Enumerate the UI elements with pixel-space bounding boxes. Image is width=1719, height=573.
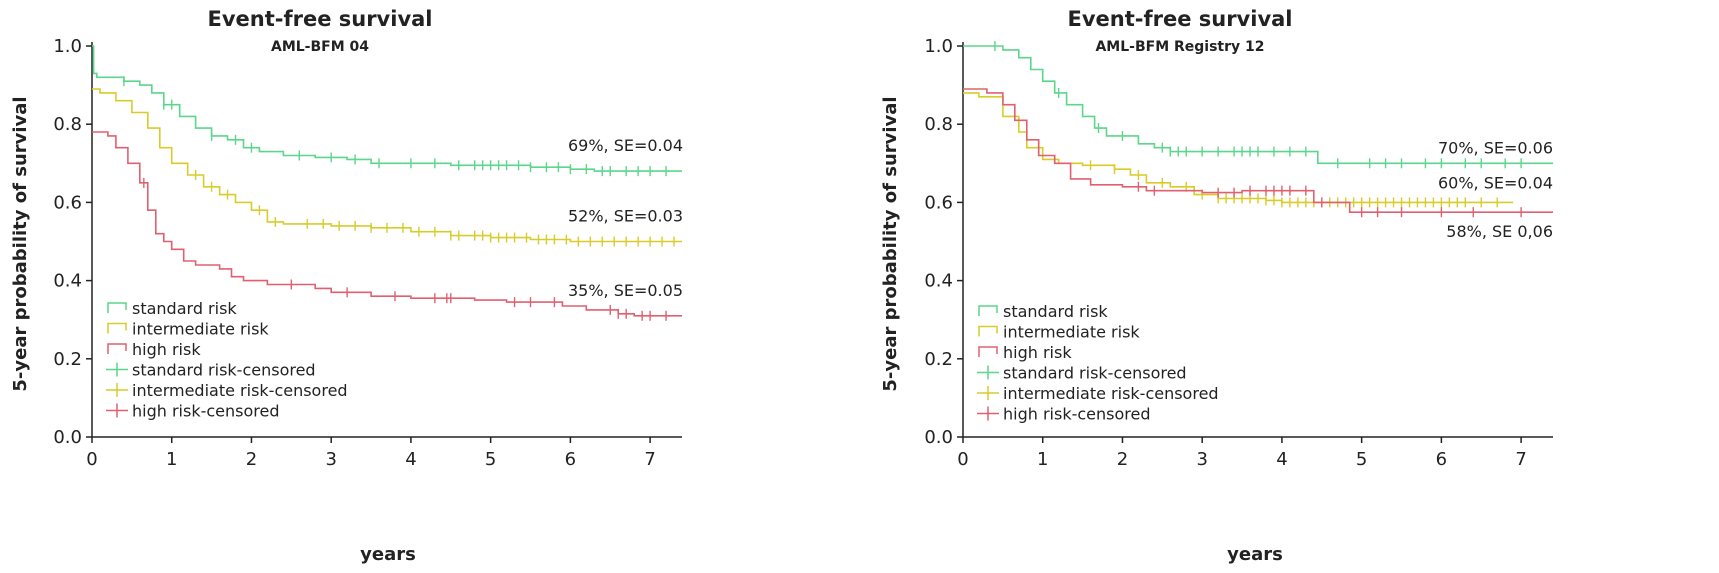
y-tick-label: 0.4 bbox=[924, 271, 953, 292]
survival-curve-high-risk bbox=[92, 131, 682, 317]
legend-label: intermediate risk bbox=[1003, 323, 1140, 342]
x-tick-label: 4 bbox=[405, 449, 416, 470]
y-tick-label: 0.2 bbox=[53, 349, 82, 370]
x-tick-label: 2 bbox=[1117, 449, 1128, 470]
y-tick-label: 1.0 bbox=[924, 36, 953, 57]
legend-label: standard risk bbox=[1003, 302, 1108, 321]
legend-label: intermediate risk-censored bbox=[132, 381, 348, 400]
legend-label: intermediate risk-censored bbox=[1003, 384, 1219, 403]
y-tick-label: 0.6 bbox=[53, 192, 82, 213]
x-tick-label: 0 bbox=[957, 449, 968, 470]
x-tick-label: 2 bbox=[246, 449, 257, 470]
legend-label: high risk bbox=[132, 340, 201, 359]
curve-annotation: 52%, SE=0.03 bbox=[568, 207, 683, 226]
curve-annotation: 35%, SE=0.05 bbox=[568, 281, 683, 300]
y-tick-label: 0.8 bbox=[53, 114, 82, 135]
legend-swatch bbox=[107, 322, 127, 334]
chart-title: Event-free survival bbox=[1067, 7, 1292, 31]
legend-label: standard risk bbox=[132, 299, 237, 318]
y-tick-label: 0.6 bbox=[924, 192, 953, 213]
legend-label: high risk-censored bbox=[1003, 405, 1151, 424]
x-tick-label: 6 bbox=[565, 449, 576, 470]
legend-swatch bbox=[978, 305, 998, 316]
x-tick-label: 5 bbox=[485, 449, 496, 470]
chart-subtitle: AML-BFM 04 bbox=[271, 39, 369, 55]
x-tick-label: 4 bbox=[1276, 449, 1287, 470]
legend-label: high risk-censored bbox=[132, 402, 280, 421]
survival-curve-intermediate-risk bbox=[963, 92, 1514, 204]
y-axis-label: 5-year probability of survival bbox=[10, 96, 31, 391]
legend-label: high risk bbox=[1003, 343, 1072, 362]
legend-label: standard risk-censored bbox=[132, 361, 316, 380]
legend-label: intermediate risk bbox=[132, 320, 269, 339]
chart-title: Event-free survival bbox=[207, 7, 432, 31]
legend-swatch bbox=[978, 325, 998, 337]
chart-panel-aml-bfm-04: Event-free survival AML-BFM 04 5-year pr… bbox=[10, 7, 683, 565]
survival-curve-high-risk bbox=[963, 88, 1553, 213]
x-tick-label: 7 bbox=[1515, 449, 1526, 470]
chart-subtitle: AML-BFM Registry 12 bbox=[1095, 39, 1264, 55]
legend-swatch bbox=[107, 343, 127, 354]
x-tick-label: 1 bbox=[166, 449, 177, 470]
legend-label: standard risk-censored bbox=[1003, 364, 1187, 383]
x-tick-label: 5 bbox=[1356, 449, 1367, 470]
legend-swatch bbox=[107, 302, 127, 313]
x-axis-label: years bbox=[360, 544, 416, 565]
curve-annotation: 69%, SE=0.04 bbox=[568, 136, 683, 155]
chart-panel-aml-bfm-registry-12: Event-free survival AML-BFM Registry 12 … bbox=[880, 7, 1553, 565]
x-tick-label: 0 bbox=[86, 449, 97, 470]
curve-annotation: 58%, SE 0,06 bbox=[1446, 222, 1553, 241]
x-tick-label: 3 bbox=[325, 449, 336, 470]
x-tick-label: 7 bbox=[644, 449, 655, 470]
y-tick-label: 0.4 bbox=[53, 271, 82, 292]
x-axis-label: years bbox=[1227, 544, 1283, 565]
x-tick-label: 1 bbox=[1037, 449, 1048, 470]
survival-curve-intermediate-risk bbox=[92, 88, 682, 243]
y-tick-label: 0.0 bbox=[924, 427, 953, 448]
x-tick-label: 6 bbox=[1436, 449, 1447, 470]
y-axis-label: 5-year probability of survival bbox=[880, 96, 901, 391]
curve-annotation: 60%, SE=0.04 bbox=[1438, 173, 1553, 192]
y-tick-label: 0.2 bbox=[924, 349, 953, 370]
survival-curve-standard-risk bbox=[92, 45, 682, 172]
y-tick-label: 0.0 bbox=[53, 427, 82, 448]
y-tick-label: 0.8 bbox=[924, 114, 953, 135]
y-tick-label: 1.0 bbox=[53, 36, 82, 57]
legend-swatch bbox=[978, 346, 998, 357]
x-tick-label: 3 bbox=[1196, 449, 1207, 470]
curve-annotation: 70%, SE=0.06 bbox=[1438, 138, 1553, 157]
